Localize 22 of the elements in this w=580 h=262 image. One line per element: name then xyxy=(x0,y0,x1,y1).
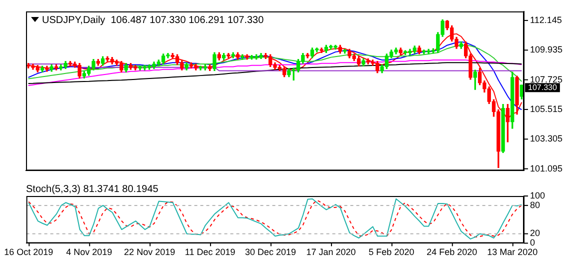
y-tick-label: 103.305 xyxy=(530,134,563,144)
y-tick-label: 100 xyxy=(530,190,546,200)
x-tick-label: 17 Jan 2020 xyxy=(306,247,356,258)
x-tick-label: 5 Feb 2020 xyxy=(368,247,414,258)
y-tick-label: 20 xyxy=(530,228,540,238)
x-tick-label: 30 Dec 2019 xyxy=(244,247,296,258)
x-tick-label: 22 Nov 2019 xyxy=(124,247,176,258)
y-tick-label: 105.515 xyxy=(530,104,563,114)
y-tick-label: 109.935 xyxy=(530,44,563,55)
text: 107.330 xyxy=(528,82,558,92)
x-tick-label: 11 Dec 2019 xyxy=(184,247,236,258)
x-tick-label: 16 Oct 2019 xyxy=(4,247,54,258)
y-tick-label: 0 xyxy=(530,238,536,248)
y-tick-label: 112.145 xyxy=(530,14,562,25)
y-tick-label: 107.725 xyxy=(530,74,563,84)
x-tick-label: 4 Nov 2019 xyxy=(66,247,112,258)
chart-title: USDJPY,Daily 106.487 107.330 106.291 107.330 xyxy=(42,15,264,26)
y-tick-label: 80 xyxy=(530,200,540,210)
chart-title: Stoch(5,3,3) 81.3741 80.1945 xyxy=(26,184,159,195)
x-tick-label: 24 Feb 2020 xyxy=(426,247,478,258)
x-tick-label: 13 Mar 2020 xyxy=(487,247,538,258)
y-tick-label: 101.095 xyxy=(530,163,563,174)
